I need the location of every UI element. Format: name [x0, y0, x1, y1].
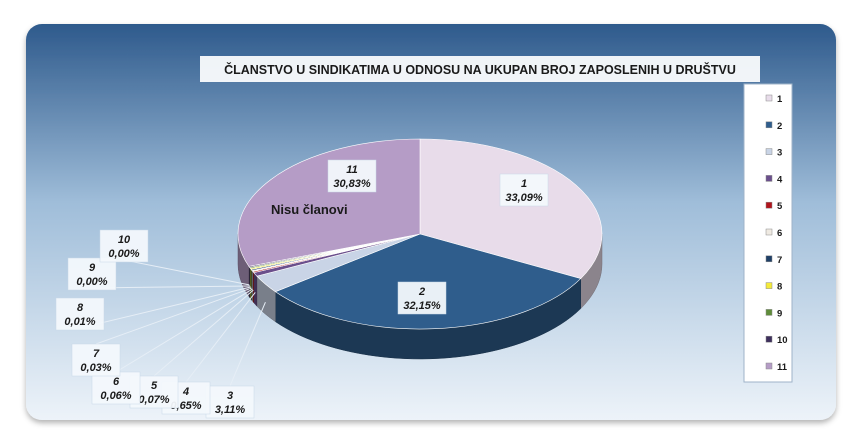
data-label-category-10: 10	[118, 234, 131, 246]
data-label-value-4: 0,65%	[170, 400, 201, 412]
leader-line-7	[95, 287, 252, 345]
data-labels: 1 33,09% 2 32,15% 3 3,11% 4 0,65% 5 0,07% 6 0,06% 7 0…	[55, 159, 549, 419]
slice-1	[419, 138, 603, 279]
data-label-value-9: 0,00%	[76, 276, 107, 288]
data-label-category-2: 2	[418, 286, 425, 298]
data-label-category-6: 6	[113, 376, 120, 388]
data-label-value-2: 32,15%	[403, 300, 441, 312]
legend-swatch-8	[765, 282, 773, 289]
legend-label-11: 11	[777, 362, 788, 373]
leader-line-6	[115, 288, 253, 373]
data-label-value-8: 0,01%	[64, 316, 95, 328]
legend-swatch-10	[765, 335, 773, 343]
title-box: ČLANSTVO U SINDIKATIMA U ODNOSU NA UKUPA…	[200, 56, 760, 82]
legend-swatch-4	[765, 175, 773, 182]
annotation-nisu-clanovi: Nisu članovi	[271, 202, 348, 217]
data-label-category-3: 3	[227, 390, 233, 402]
data-label-box-10	[99, 229, 149, 263]
data-label-box-9	[67, 257, 117, 291]
chart-title: ČLANSTVO U SINDIKATIMA U ODNOSU NA UKUPA…	[224, 62, 736, 77]
data-label-box-6	[91, 371, 141, 405]
data-label-box-2	[397, 281, 447, 315]
legend-swatch-5	[765, 201, 773, 209]
leader-line-9	[91, 285, 251, 289]
legend-label-3: 3	[777, 148, 782, 159]
data-label-category-7: 7	[93, 348, 100, 360]
legend-swatch-9	[765, 309, 773, 316]
leader-line-5	[153, 289, 254, 377]
data-label-box-7	[71, 343, 121, 377]
slice-2	[274, 233, 582, 330]
legend-label-1: 1	[777, 94, 783, 105]
data-label-category-4: 4	[182, 386, 189, 398]
legend-label-2: 2	[777, 121, 782, 132]
data-label-value-6: 0,06%	[100, 390, 131, 402]
legend-swatch-1	[765, 94, 773, 102]
data-label-box-1	[499, 173, 549, 207]
data-label-value-11: 30,83%	[333, 178, 371, 190]
legend-label-10: 10	[777, 335, 788, 346]
legend-swatch-6	[765, 228, 773, 236]
legend-label-8: 8	[777, 282, 782, 293]
pie-slices	[237, 138, 603, 360]
leader-line-10	[123, 259, 250, 286]
legend-swatch-2	[765, 121, 773, 129]
leader-line-8	[79, 286, 251, 329]
legend: 1 2 3 4 5 6 7 8 9 10 11	[743, 83, 793, 383]
data-label-box-11	[327, 159, 377, 193]
legend-swatch-7	[765, 255, 773, 263]
data-label-box-8	[55, 297, 105, 331]
legend-label-9: 9	[777, 308, 782, 319]
data-label-category-1: 1	[521, 178, 527, 190]
data-label-value-3: 3,11%	[215, 404, 246, 416]
legend-swatch-3	[765, 148, 773, 155]
legend-label-4: 4	[777, 174, 783, 185]
data-label-category-11: 11	[346, 164, 357, 176]
data-label-category-9: 9	[89, 262, 96, 274]
leader-line-4	[185, 292, 256, 383]
data-label-category-8: 8	[77, 302, 84, 314]
legend-label-5: 5	[777, 201, 783, 212]
slice-side-4	[253, 271, 258, 307]
legend-label-7: 7	[777, 255, 782, 266]
legend-swatch-11	[765, 362, 773, 370]
data-label-category-5: 5	[151, 380, 158, 392]
data-label-value-10: 0,00%	[108, 248, 139, 260]
data-label-value-1: 33,09%	[505, 192, 543, 204]
data-label-value-5: 0,07%	[138, 394, 169, 406]
data-label-value-7: 0,03%	[80, 362, 111, 374]
leader-line-3	[229, 301, 266, 387]
legend-label-6: 6	[777, 228, 782, 239]
